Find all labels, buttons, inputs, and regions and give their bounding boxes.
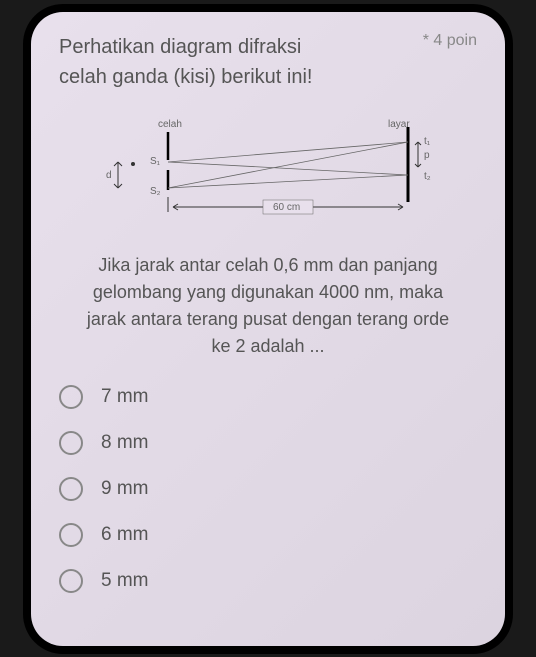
diagram-container: celah layar S₁ S₂ d — [59, 112, 477, 232]
radio-icon — [59, 431, 83, 455]
ray-1 — [168, 142, 408, 162]
s1-label: S₁ — [150, 156, 161, 167]
options-list: 7 mm 8 mm 9 mm 6 mm 5 mm — [59, 385, 477, 593]
celah-label: celah — [158, 119, 182, 130]
distance-label: 60 cm — [273, 202, 300, 213]
option-3[interactable]: 9 mm — [59, 477, 477, 501]
d-arrow-top-1 — [114, 162, 118, 166]
prompt-text: Jika jarak antar celah 0,6 mm dan panjan… — [79, 252, 457, 360]
d-arrow-bot-2 — [118, 184, 122, 188]
option-label: 7 mm — [101, 386, 149, 408]
quiz-screen: Perhatikan diagram difraksi celah ganda … — [31, 12, 505, 646]
option-5[interactable]: 5 mm — [59, 569, 477, 593]
d-label: d — [106, 170, 112, 181]
radio-icon — [59, 477, 83, 501]
option-4[interactable]: 6 mm — [59, 523, 477, 547]
t2-label: t₂ — [424, 171, 431, 182]
points-label: * 4 poin — [423, 32, 477, 50]
p-label: p — [424, 150, 430, 161]
s2-label: S₂ — [150, 186, 161, 197]
radio-icon — [59, 569, 83, 593]
t1-label: t₁ — [424, 136, 431, 147]
option-label: 8 mm — [101, 432, 149, 454]
option-label: 6 mm — [101, 524, 149, 546]
phone-frame: Perhatikan diagram difraksi celah ganda … — [23, 4, 513, 654]
option-label: 5 mm — [101, 570, 149, 592]
option-2[interactable]: 8 mm — [59, 431, 477, 455]
radio-icon — [59, 523, 83, 547]
question-line-1: Perhatikan diagram difraksi — [59, 36, 301, 58]
question-line-2: celah ganda (kisi) berikut ini! — [59, 66, 312, 88]
option-label: 9 mm — [101, 478, 149, 500]
source-dot — [131, 162, 135, 166]
question-text: Perhatikan diagram difraksi celah ganda … — [59, 32, 413, 92]
ray-2 — [168, 162, 408, 175]
radio-icon — [59, 385, 83, 409]
d-arrow-bot-1 — [114, 184, 118, 188]
option-1[interactable]: 7 mm — [59, 385, 477, 409]
d-arrow-top-2 — [118, 162, 122, 166]
question-header: Perhatikan diagram difraksi celah ganda … — [59, 32, 477, 92]
diffraction-diagram: celah layar S₁ S₂ d — [78, 112, 458, 232]
